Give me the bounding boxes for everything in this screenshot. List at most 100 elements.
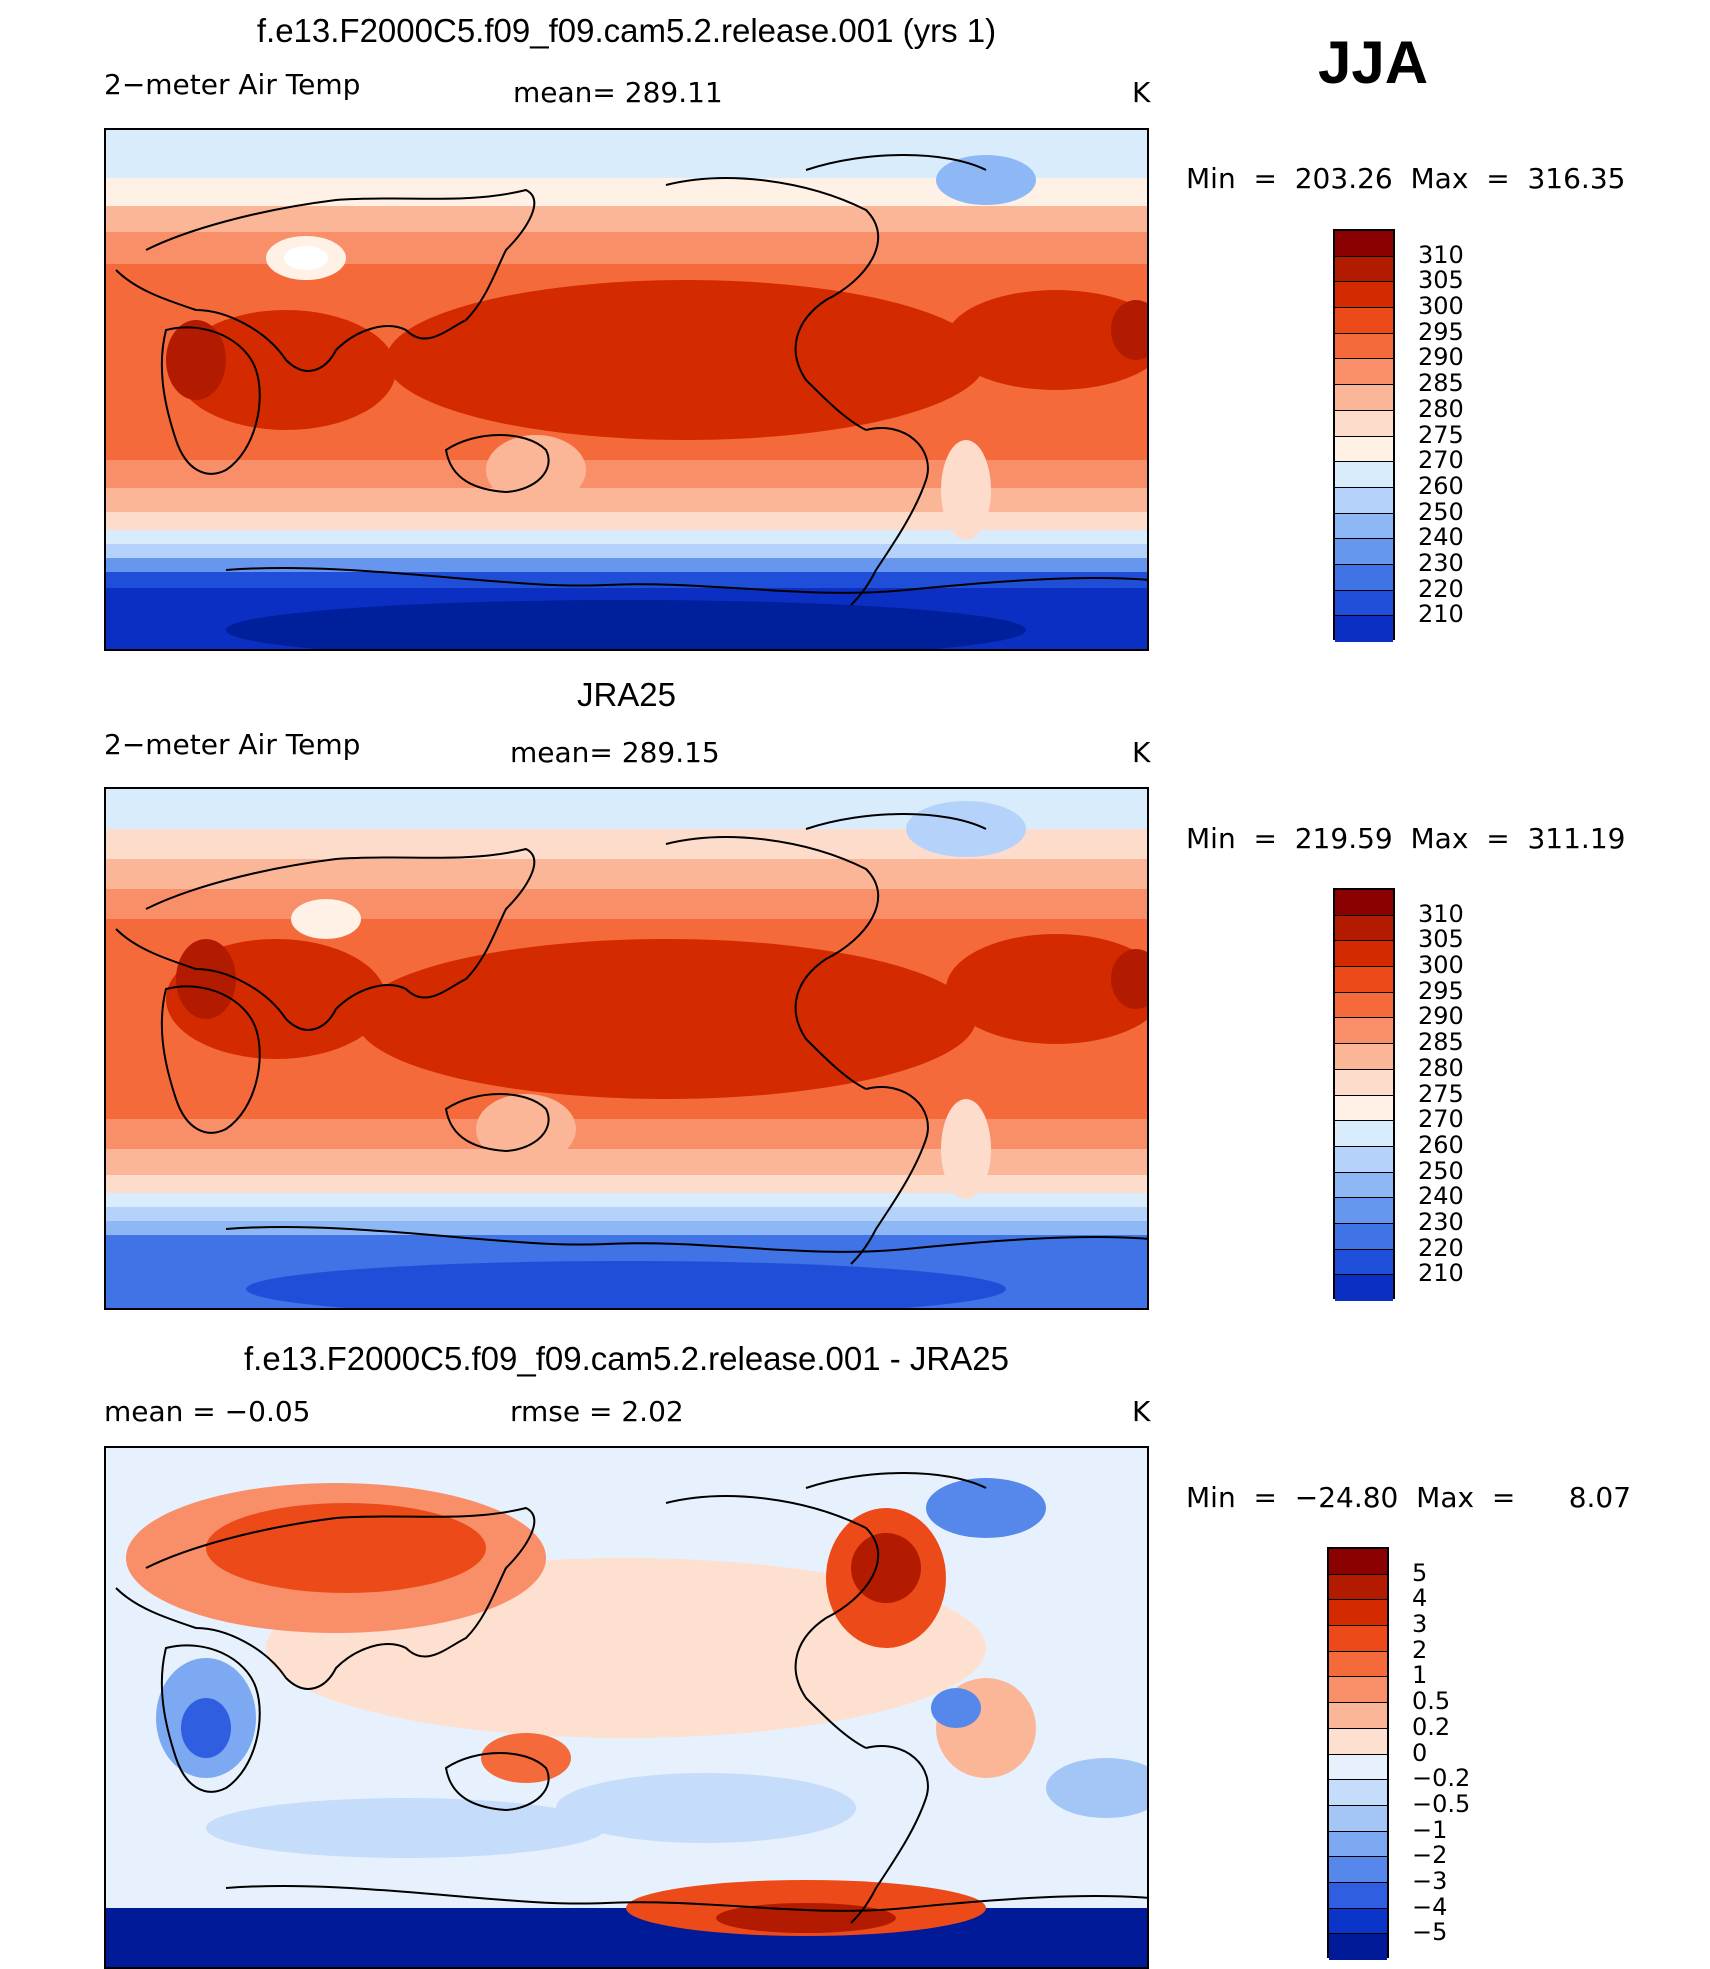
colorbar (1333, 229, 1395, 642)
colorbar-tick-label: 210 (1418, 1259, 1464, 1288)
panel-title: JRA25 (576, 676, 677, 713)
colorbar-tick-label: 285 (1418, 1028, 1464, 1057)
colorbar-swatch (1335, 1146, 1393, 1173)
colorbar-swatch (1335, 256, 1393, 283)
colorbar-swatch (1335, 1198, 1393, 1224)
colorbar-tick-label: −0.5 (1412, 1789, 1471, 1818)
colorbar-swatch (1329, 1831, 1387, 1858)
colorbar-swatch (1329, 1780, 1387, 1806)
season-label: JJA (1318, 29, 1429, 96)
panel-title: f.e13.F2000C5.f09_f09.cam5.2.release.001… (256, 12, 997, 49)
colorbar-tick-label: −1 (1412, 1815, 1448, 1844)
rmse-label: rmse = 2.02 (510, 1395, 684, 1428)
temperature-field (106, 789, 1147, 1308)
colorbar-tick-label: 310 (1418, 240, 1464, 269)
colorbar-tick-label: 275 (1418, 420, 1464, 449)
difference-field (106, 1448, 1147, 1967)
colorbar-tick-label: 305 (1418, 266, 1464, 295)
colorbar-tick-label: 300 (1418, 951, 1464, 980)
colorbar-tick-label: 305 (1418, 925, 1464, 954)
colorbar-swatch (1335, 308, 1393, 334)
colorbar-swatch (1335, 231, 1393, 257)
colorbar-swatch (1329, 1908, 1387, 1935)
colorbar-swatch (1335, 890, 1393, 916)
colorbar-swatch (1335, 1121, 1393, 1147)
colorbar-swatch (1335, 1069, 1393, 1096)
map-plot (104, 787, 1149, 1310)
min-max-label: Min = 203.26 Max = 316.35 (1186, 162, 1626, 195)
mean-label: mean = −0.05 (104, 1395, 311, 1428)
variable-label: 2−meter Air Temp (104, 728, 361, 761)
colorbar-swatch (1329, 1677, 1387, 1704)
colorbar-tick-label: 290 (1418, 1002, 1464, 1031)
colorbar-swatch (1329, 1754, 1387, 1781)
map-plot (104, 1446, 1149, 1969)
colorbar-swatch (1329, 1574, 1387, 1601)
colorbar-swatch (1329, 1934, 1387, 1960)
colorbar-tick-label: 285 (1418, 369, 1464, 398)
colorbar-swatch (1335, 539, 1393, 565)
colorbar-swatch (1335, 462, 1393, 488)
colorbar-tick-label: 210 (1418, 600, 1464, 629)
temperature-field (106, 130, 1147, 649)
colorbar-tick-label: 275 (1418, 1079, 1464, 1108)
colorbar-swatch (1329, 1805, 1387, 1832)
colorbar-tick-label: 220 (1418, 574, 1464, 603)
colorbar-swatch (1335, 1275, 1393, 1301)
colorbar-tick-label: −2 (1412, 1841, 1448, 1870)
colorbar-tick-label: 250 (1418, 1156, 1464, 1185)
colorbar-tick-label: 295 (1418, 976, 1464, 1005)
colorbar-tick-label: −3 (1412, 1866, 1448, 1895)
colorbar-swatch (1335, 410, 1393, 437)
map-plot (104, 128, 1149, 651)
colorbar-swatch (1329, 1600, 1387, 1627)
colorbar-tick-label: −5 (1412, 1918, 1448, 1947)
colorbar-swatch (1335, 992, 1393, 1019)
colorbar-tick-label: −0.2 (1412, 1764, 1471, 1793)
colorbar-swatch (1335, 436, 1393, 463)
colorbar-swatch (1335, 1044, 1393, 1070)
colorbar (1327, 1547, 1389, 1960)
colorbar-tick-label: 5 (1412, 1558, 1428, 1587)
colorbar-tick-label: 240 (1418, 1182, 1464, 1211)
colorbar-swatch (1335, 590, 1393, 617)
colorbar-swatch (1335, 1018, 1393, 1045)
colorbar-swatch (1329, 1728, 1387, 1755)
colorbar-swatch (1329, 1549, 1387, 1575)
colorbar-tick-label: 240 (1418, 523, 1464, 552)
colorbar-swatch (1335, 487, 1393, 514)
colorbar-tick-label: 300 (1418, 292, 1464, 321)
colorbar-swatch (1335, 915, 1393, 942)
colorbar-tick-label: 230 (1418, 548, 1464, 577)
colorbar-swatch (1335, 359, 1393, 386)
colorbar-swatch (1335, 967, 1393, 993)
colorbar-swatch (1329, 1857, 1387, 1883)
colorbar-tick-label: 4 (1412, 1584, 1428, 1613)
colorbar-swatch (1335, 333, 1393, 360)
colorbar-swatch (1335, 1095, 1393, 1122)
colorbar-swatch (1329, 1651, 1387, 1678)
colorbar-tick-label: 230 (1418, 1207, 1464, 1236)
colorbar-tick-label: 295 (1418, 317, 1464, 346)
colorbar-tick-label: 0 (1412, 1738, 1428, 1767)
units-label: K (1132, 76, 1151, 109)
variable-label: 2−meter Air Temp (104, 68, 361, 101)
panel-title: f.e13.F2000C5.f09_f09.cam5.2.release.001… (244, 1340, 1009, 1377)
colorbar-tick-label: 0.5 (1412, 1687, 1451, 1716)
colorbar-tick-label: 310 (1418, 899, 1464, 928)
colorbar-tick-label: 260 (1418, 1130, 1464, 1159)
colorbar-swatch (1335, 1223, 1393, 1250)
colorbar-swatch (1335, 1249, 1393, 1276)
min-max-label: Min = −24.80 Max = 8.07 (1186, 1481, 1632, 1514)
min-max-label: Min = 219.59 Max = 311.19 (1186, 822, 1626, 855)
colorbar-swatch (1335, 513, 1393, 540)
colorbar-tick-label: 270 (1418, 446, 1464, 475)
colorbar-swatch (1335, 564, 1393, 591)
colorbar-tick-label: 3 (1412, 1610, 1428, 1639)
units-label: K (1132, 736, 1151, 769)
colorbar-swatch (1335, 616, 1393, 642)
colorbar-tick-label: 280 (1418, 394, 1464, 423)
mean-label: mean= 289.11 (513, 76, 723, 109)
mean-label: mean= 289.15 (510, 736, 720, 769)
colorbar-swatch (1335, 385, 1393, 411)
